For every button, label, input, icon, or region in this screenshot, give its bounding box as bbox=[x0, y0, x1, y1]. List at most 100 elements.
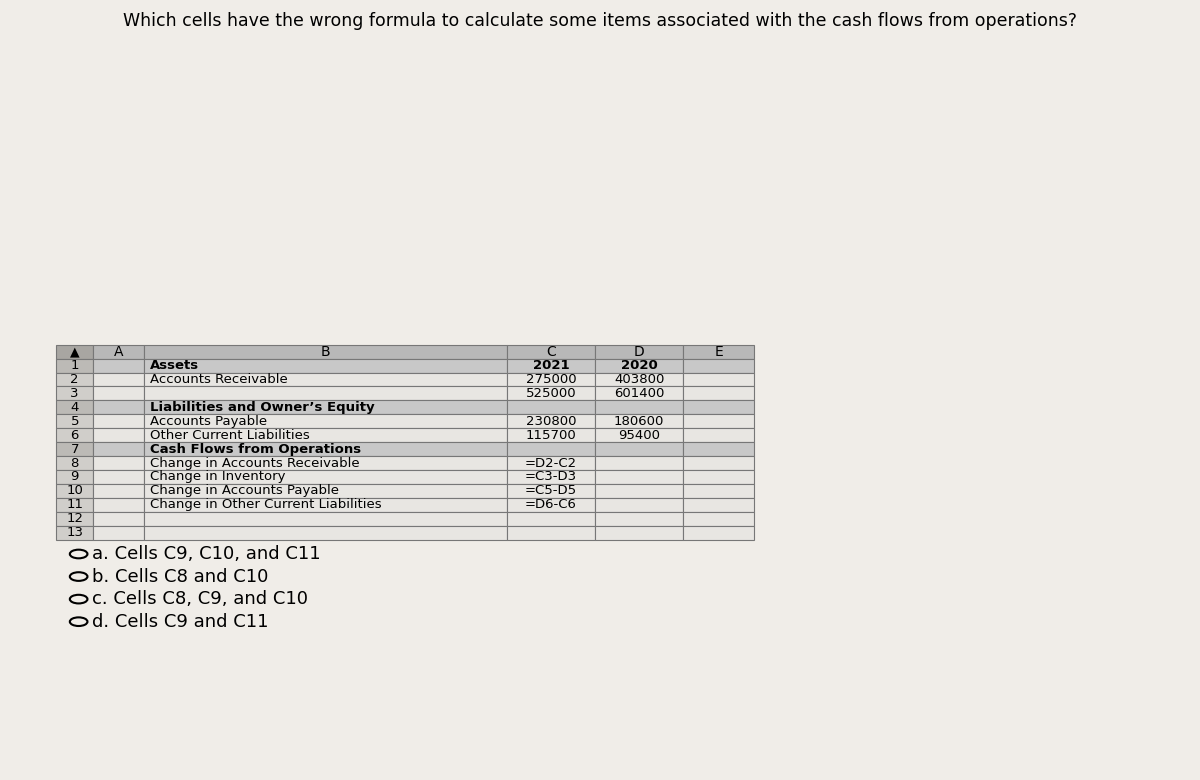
Text: Accounts Payable: Accounts Payable bbox=[150, 415, 268, 427]
Text: 403800: 403800 bbox=[614, 373, 665, 386]
Text: 1: 1 bbox=[71, 359, 79, 372]
Text: 9: 9 bbox=[71, 470, 79, 484]
Text: 2: 2 bbox=[71, 373, 79, 386]
Text: a. Cells C9, C10, and C11: a. Cells C9, C10, and C11 bbox=[92, 545, 320, 563]
Bar bbox=[506, 484, 595, 498]
Bar bbox=[56, 498, 94, 512]
Bar bbox=[56, 484, 94, 498]
Bar bbox=[506, 456, 595, 470]
Text: Other Current Liabilities: Other Current Liabilities bbox=[150, 429, 310, 441]
Bar bbox=[56, 470, 94, 484]
Text: 10: 10 bbox=[66, 484, 83, 498]
Bar bbox=[144, 414, 506, 428]
Bar bbox=[94, 386, 144, 400]
Bar bbox=[506, 526, 595, 540]
Text: 2021: 2021 bbox=[533, 359, 569, 372]
Bar bbox=[94, 414, 144, 428]
Text: Change in Inventory: Change in Inventory bbox=[150, 470, 286, 484]
Bar bbox=[94, 484, 144, 498]
Bar bbox=[595, 498, 683, 512]
Bar bbox=[144, 484, 506, 498]
Bar bbox=[56, 526, 94, 540]
Bar bbox=[506, 442, 595, 456]
Text: Assets: Assets bbox=[150, 359, 199, 372]
Text: 3: 3 bbox=[71, 387, 79, 400]
Text: 275000: 275000 bbox=[526, 373, 576, 386]
Text: 115700: 115700 bbox=[526, 429, 576, 441]
Bar bbox=[144, 526, 506, 540]
Text: 230800: 230800 bbox=[526, 415, 576, 427]
Bar bbox=[56, 400, 94, 414]
Text: Liabilities and Owner’s Equity: Liabilities and Owner’s Equity bbox=[150, 401, 374, 414]
Text: 8: 8 bbox=[71, 456, 79, 470]
Text: Cash Flows from Operations: Cash Flows from Operations bbox=[150, 442, 361, 456]
Bar bbox=[56, 512, 94, 526]
Text: 11: 11 bbox=[66, 498, 83, 511]
Bar bbox=[56, 345, 94, 359]
Text: 4: 4 bbox=[71, 401, 79, 414]
Text: Accounts Receivable: Accounts Receivable bbox=[150, 373, 288, 386]
Bar bbox=[506, 498, 595, 512]
Text: ▲: ▲ bbox=[70, 345, 79, 358]
Text: =D6-C6: =D6-C6 bbox=[526, 498, 577, 511]
Text: Change in Accounts Receivable: Change in Accounts Receivable bbox=[150, 456, 360, 470]
Bar bbox=[94, 373, 144, 386]
Bar bbox=[94, 512, 144, 526]
Bar bbox=[144, 512, 506, 526]
Bar bbox=[506, 400, 595, 414]
Bar bbox=[683, 470, 754, 484]
Bar bbox=[595, 484, 683, 498]
Bar bbox=[595, 386, 683, 400]
Bar bbox=[683, 442, 754, 456]
Text: =C5-D5: =C5-D5 bbox=[524, 484, 577, 498]
Bar bbox=[94, 526, 144, 540]
Text: 5: 5 bbox=[71, 415, 79, 427]
Bar bbox=[683, 359, 754, 373]
Bar bbox=[683, 414, 754, 428]
Bar bbox=[56, 373, 94, 386]
Bar bbox=[506, 373, 595, 386]
Bar bbox=[144, 442, 506, 456]
Bar bbox=[506, 386, 595, 400]
Bar bbox=[506, 428, 595, 442]
Bar bbox=[595, 442, 683, 456]
Bar bbox=[506, 470, 595, 484]
Text: c. Cells C8, C9, and C10: c. Cells C8, C9, and C10 bbox=[92, 590, 308, 608]
Text: 12: 12 bbox=[66, 512, 83, 525]
Bar bbox=[56, 442, 94, 456]
Bar bbox=[144, 400, 506, 414]
Bar bbox=[683, 428, 754, 442]
Bar bbox=[94, 456, 144, 470]
Bar bbox=[683, 526, 754, 540]
Bar bbox=[94, 470, 144, 484]
Text: b. Cells C8 and C10: b. Cells C8 and C10 bbox=[92, 568, 269, 586]
Bar bbox=[94, 498, 144, 512]
Bar bbox=[56, 456, 94, 470]
Text: 7: 7 bbox=[71, 442, 79, 456]
Text: 13: 13 bbox=[66, 526, 83, 539]
Bar bbox=[144, 345, 506, 359]
Bar bbox=[683, 373, 754, 386]
Bar bbox=[595, 470, 683, 484]
Bar bbox=[144, 456, 506, 470]
Bar bbox=[683, 345, 754, 359]
Text: 180600: 180600 bbox=[614, 415, 665, 427]
Bar bbox=[595, 359, 683, 373]
Text: 95400: 95400 bbox=[618, 429, 660, 441]
Bar bbox=[144, 373, 506, 386]
Bar bbox=[683, 400, 754, 414]
Bar bbox=[595, 345, 683, 359]
Text: Change in Other Current Liabilities: Change in Other Current Liabilities bbox=[150, 498, 382, 511]
Bar bbox=[506, 345, 595, 359]
Text: D: D bbox=[634, 345, 644, 359]
Text: 6: 6 bbox=[71, 429, 79, 441]
Text: B: B bbox=[320, 345, 330, 359]
Bar bbox=[94, 345, 144, 359]
Bar bbox=[94, 442, 144, 456]
Text: 525000: 525000 bbox=[526, 387, 576, 400]
Bar bbox=[56, 359, 94, 373]
Bar bbox=[506, 512, 595, 526]
Bar bbox=[595, 400, 683, 414]
Bar bbox=[595, 456, 683, 470]
Bar bbox=[595, 428, 683, 442]
